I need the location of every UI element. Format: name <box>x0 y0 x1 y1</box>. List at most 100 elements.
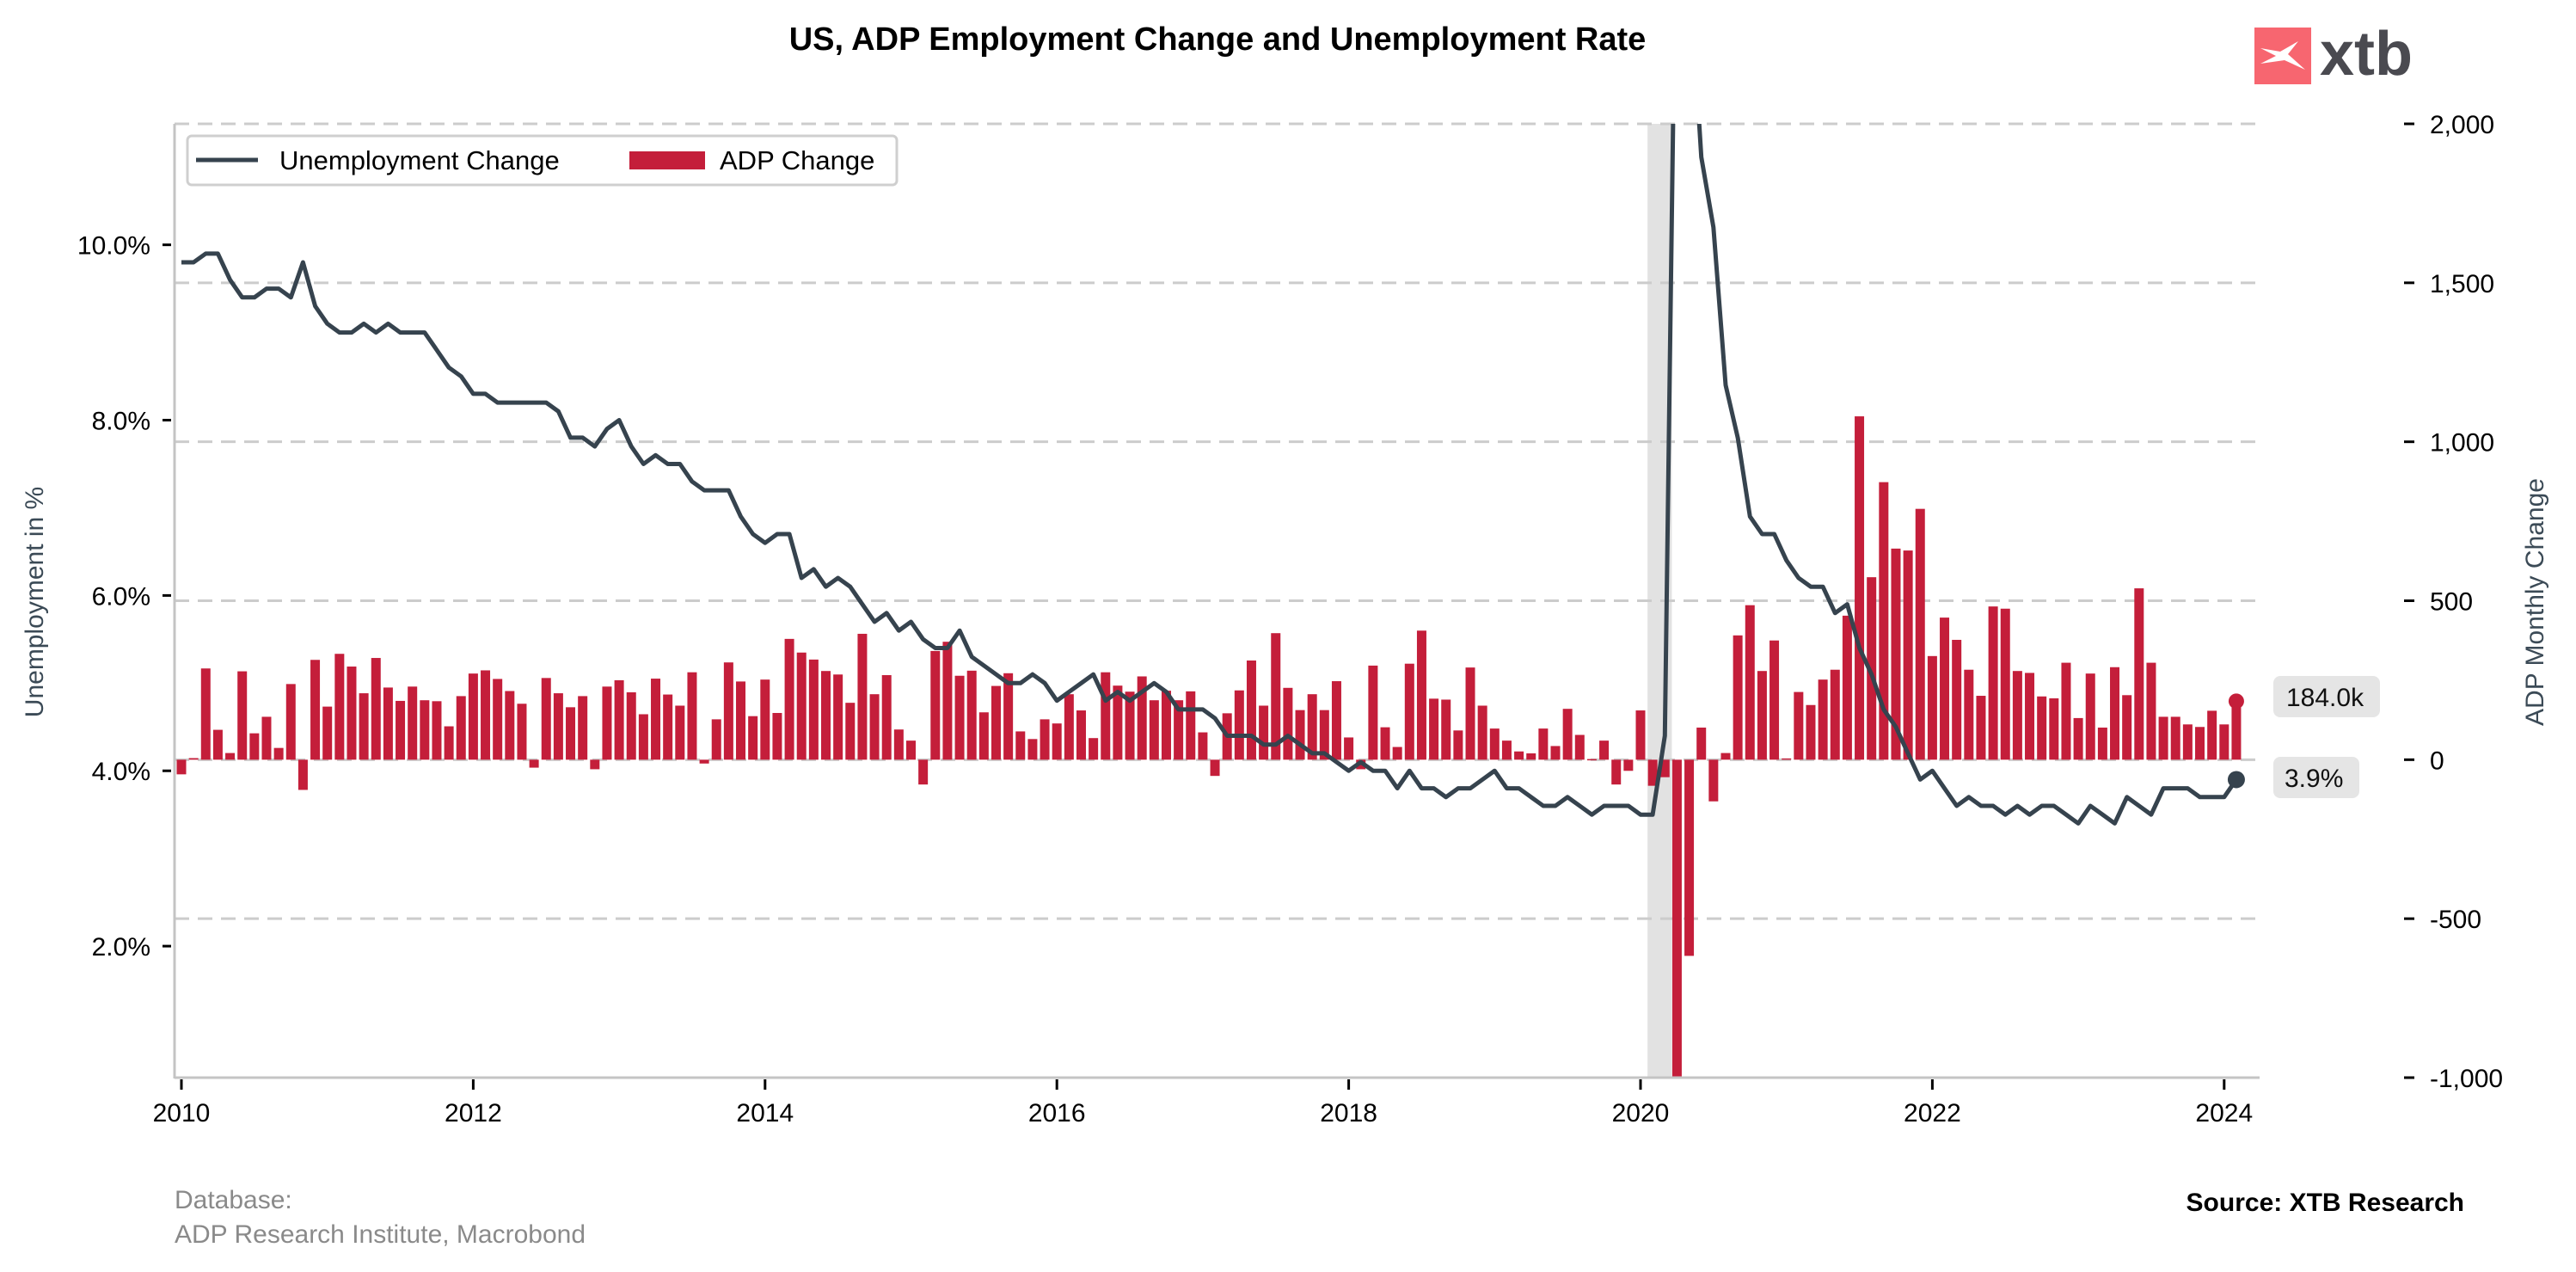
right-tick-label: 500 <box>2430 588 2473 617</box>
adp-bar <box>1818 679 1828 760</box>
unemployment-last-value-badge: 3.9% <box>2273 757 2359 798</box>
adp-bar <box>796 652 807 760</box>
adp-bar <box>857 633 868 760</box>
adp-bar <box>2231 701 2242 760</box>
adp-bar <box>1867 577 1877 760</box>
adp-bar <box>1855 416 1865 760</box>
adp-bar <box>978 712 989 760</box>
adp-bar <box>1891 548 1901 760</box>
adp-bar <box>1684 759 1695 956</box>
adp-bar <box>1976 696 1986 760</box>
adp-bar <box>1842 615 1852 760</box>
unemployment-line-layer <box>181 124 2245 826</box>
adp-bar <box>1064 694 1074 760</box>
adp-bar <box>966 670 977 760</box>
adp-bar <box>1964 669 1974 760</box>
adp-bar <box>297 759 308 790</box>
adp-bar <box>396 700 406 760</box>
adp-bar <box>273 747 284 760</box>
adp-bar <box>1927 655 1937 760</box>
adp-bar <box>1283 687 1293 760</box>
adp-bar <box>954 675 965 760</box>
adp-bar <box>1635 710 1646 760</box>
adp-bar <box>456 696 466 760</box>
adp-bar <box>2122 695 2132 760</box>
footer-database-label: Database: <box>175 1186 292 1214</box>
left-axis-label: Unemployment in % <box>21 487 49 717</box>
adp-bar <box>833 674 843 760</box>
legend-box <box>186 134 899 187</box>
adp-bar <box>310 660 321 760</box>
adp-bar <box>1903 550 1913 760</box>
adp-bar <box>2037 696 2047 760</box>
adp-bar <box>1782 758 1792 760</box>
adp-bar <box>893 729 904 760</box>
adp-bar <box>1952 639 1962 760</box>
adp-bar <box>481 670 491 760</box>
adp-bar <box>1404 663 1414 760</box>
unemployment-line <box>181 124 2238 826</box>
adp-bar <box>285 684 296 760</box>
adp-bar <box>2207 710 2217 760</box>
adp-bar <box>566 707 576 760</box>
adp-bar <box>675 705 685 760</box>
adp-bar <box>1344 737 1354 760</box>
adp-bar <box>1988 606 1998 760</box>
adp-bar <box>869 694 880 760</box>
footer-database-sources: ADP Research Institute, Macrobond <box>175 1220 586 1249</box>
right-tick-label: -500 <box>2430 906 2481 934</box>
adp-bar <box>420 700 430 760</box>
adp-bar <box>638 714 648 760</box>
adp-bar <box>359 693 369 760</box>
gridlines <box>175 122 2260 1079</box>
axis-ticks: 2.0% 4.0% 6.0% 8.0% 10.0% -1,000 -500 0 500 1,000… <box>77 111 2503 1128</box>
adp-bar <box>2012 671 2022 760</box>
adp-bar <box>1076 710 1086 760</box>
adp-bar <box>1319 710 1329 760</box>
adp-bar <box>578 696 588 760</box>
right-tick-label: 1,000 <box>2430 429 2494 458</box>
legend-label-adp: ADP Change <box>720 145 874 175</box>
adp-bar <box>2146 662 2156 760</box>
adp-bar <box>1027 739 1038 760</box>
adp-bar <box>1745 605 1755 760</box>
adp-bar <box>1501 740 1512 760</box>
adp-bar <box>1416 630 1426 760</box>
adp-bar <box>2085 673 2095 760</box>
x-tick-label: 2012 <box>445 1099 502 1128</box>
adp-bar <box>1003 673 1014 760</box>
adp-bar <box>2097 727 2107 760</box>
right-tick-label: 0 <box>2430 747 2444 775</box>
unemployment-last-point <box>2227 771 2245 789</box>
adp-bar <box>1659 759 1670 777</box>
adp-bar <box>2219 724 2229 760</box>
adp-bar <box>1234 690 1244 760</box>
adp-bar <box>1477 705 1487 760</box>
adp-bar <box>1574 734 1585 760</box>
adp-bar <box>651 679 661 760</box>
left-tick-label: 2.0% <box>92 933 150 962</box>
adp-bar <box>1647 759 1658 786</box>
adp-bar <box>602 686 612 760</box>
adp-bar <box>188 758 199 760</box>
adp-bar <box>2158 716 2168 760</box>
adp-bar <box>1720 753 1731 760</box>
adp-bar <box>1429 698 1439 760</box>
adp-bar <box>1125 691 1135 760</box>
adp-bar <box>1453 730 1463 760</box>
right-axis-label: ADP Monthly Change <box>2521 478 2549 726</box>
adp-last-value-text: 184.0k <box>2286 684 2364 712</box>
adp-bar <box>736 681 746 760</box>
adp-bar <box>2170 716 2180 760</box>
adp-bar <box>808 659 819 760</box>
adp-bar <box>1259 705 1269 760</box>
adp-last-point <box>2228 693 2244 710</box>
adp-bar <box>225 753 236 760</box>
adp-bar <box>918 759 929 785</box>
adp-bar <box>711 719 721 760</box>
adp-bar <box>493 679 503 760</box>
adp-bar <box>821 671 831 760</box>
adp-bar <box>930 650 941 760</box>
adp-bar <box>529 759 539 768</box>
logo-text: xtb <box>2320 20 2413 89</box>
